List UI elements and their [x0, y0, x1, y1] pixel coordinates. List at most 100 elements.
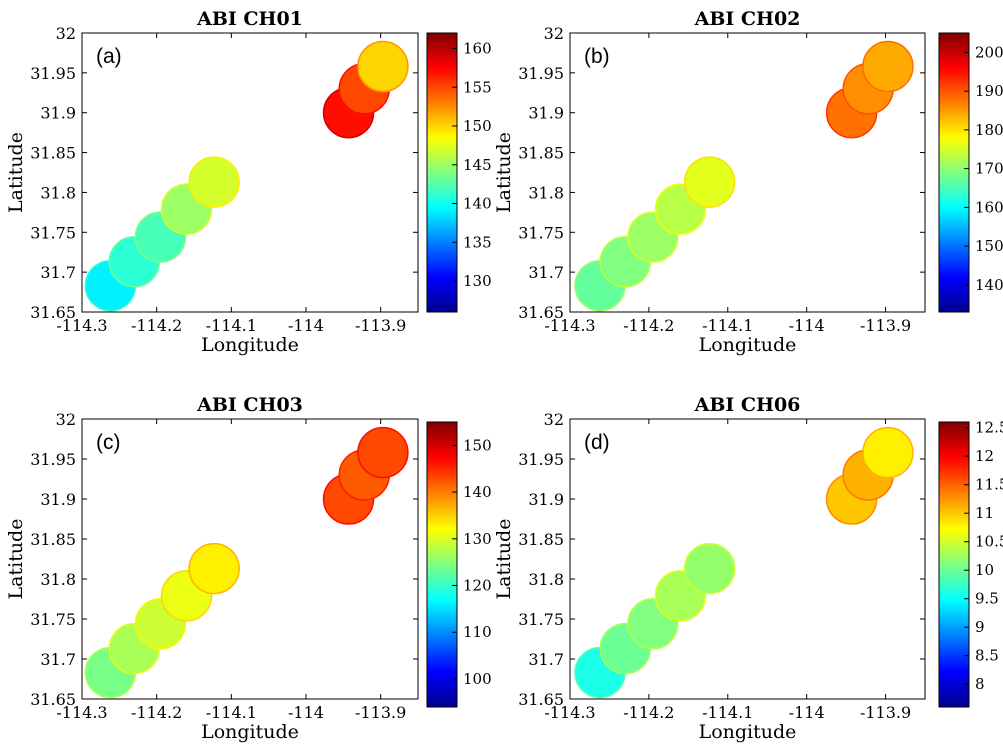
- colorbar-tick-label: 160: [975, 198, 1003, 216]
- colorbar-tick-label: 170: [975, 160, 1003, 178]
- chart-title: ABI CH06: [694, 394, 801, 416]
- colorbar-tick-label: 8.5: [975, 647, 999, 665]
- x-tick-label: -114.3: [56, 703, 107, 722]
- y-tick-label: 32: [544, 410, 564, 429]
- colorbar-tick-label: 160: [463, 40, 492, 58]
- x-tick-label: -113.9: [860, 316, 911, 335]
- panel-label: (a): [96, 45, 122, 68]
- y-tick-label: 31.7: [40, 650, 76, 669]
- panel-4: -114.3 -114.2 -114.1 -114 -113.9 31.65 31.7 31.…: [493, 394, 1003, 743]
- colorbar-tick-label: 12: [975, 447, 994, 465]
- x-tick-label: -114.3: [544, 703, 595, 722]
- y-tick-label: 32: [56, 410, 76, 429]
- panel-3: -114.3 -114.2 -114.1 -114 -113.9 31.65 31.7 31.…: [5, 394, 492, 743]
- panel-1: -114.3 -114.2 -114.1 -114 -113.9 31.65 31.7 31.…: [5, 8, 492, 356]
- colorbar-tick-label: 140: [975, 276, 1003, 294]
- y-tick-label: 31.85: [518, 530, 564, 549]
- x-tick-label: -114.3: [56, 316, 107, 335]
- x-tick-label: -114.1: [206, 703, 257, 722]
- footprint-8: [357, 426, 409, 479]
- y-tick-label: 31.65: [30, 690, 76, 709]
- colorbar-tick-label: 10.5: [975, 533, 1003, 551]
- x-axis-label: Longitude: [201, 721, 299, 743]
- y-tick-label: 31.95: [518, 450, 564, 469]
- footprint-5: [683, 156, 736, 208]
- colorbar-tick-label: 140: [463, 195, 492, 213]
- footprint-5: [188, 156, 240, 208]
- y-tick-label: 31.9: [40, 490, 76, 509]
- y-tick-label: 31.8: [528, 183, 564, 202]
- y-tick-label: 31.85: [30, 144, 76, 163]
- footprints: [84, 40, 409, 312]
- colorbar-tick-label: 155: [463, 78, 492, 96]
- footprint-5: [683, 542, 736, 595]
- y-tick-label: 31.9: [40, 104, 76, 123]
- footprints: [574, 40, 914, 312]
- y-axis-label: Latitude: [493, 132, 515, 213]
- colorbar-tick-label: 100: [463, 670, 492, 688]
- x-tick-label: -114.2: [131, 316, 182, 335]
- footprint-8: [357, 40, 409, 93]
- colorbar-tick-label: 8: [975, 675, 985, 693]
- colorbar-tick-label: 110: [463, 623, 492, 641]
- y-tick-label: 31.75: [30, 223, 76, 242]
- colorbar-tick-label: 12.5: [975, 419, 1003, 437]
- x-tick-label: -114.3: [544, 316, 595, 335]
- y-tick-label: 31.85: [30, 530, 76, 549]
- x-tick-label: -114.1: [702, 703, 753, 722]
- x-axis-label: Longitude: [699, 721, 797, 743]
- y-tick-label: 31.65: [518, 303, 564, 322]
- x-tick-label: -114.2: [623, 703, 674, 722]
- colorbar-tick-label: 130: [463, 272, 492, 290]
- colorbar-tick-label: 150: [975, 237, 1003, 255]
- colorbar-tick-label: 180: [975, 121, 1003, 139]
- y-tick-label: 31.85: [518, 144, 564, 163]
- y-axis-label: Latitude: [5, 519, 27, 600]
- y-tick-label: 31.8: [40, 183, 76, 202]
- colorbar-tick-label: 135: [463, 233, 492, 251]
- y-tick-label: 31.8: [40, 570, 76, 589]
- y-tick-label: 31.7: [40, 263, 76, 282]
- colorbar-tick-label: 10: [975, 561, 994, 579]
- x-tick-label: -114.2: [623, 316, 674, 335]
- y-tick-label: 31.7: [528, 650, 564, 669]
- colorbar-tick-label: 11: [975, 504, 994, 522]
- colorbar-tick-label: 11.5: [975, 476, 1003, 494]
- colorbar-tick-label: 9.5: [975, 590, 999, 608]
- panel-label: (b): [584, 45, 610, 68]
- colorbar-gradient: [938, 32, 970, 313]
- panel-label: (c): [96, 431, 121, 454]
- x-axis-label: Longitude: [699, 334, 797, 356]
- x-tick-label: -114: [789, 316, 825, 335]
- colorbar: 100 110 120 130 140 150: [426, 421, 492, 708]
- y-tick-label: 31.9: [528, 490, 564, 509]
- chart-title: ABI CH02: [694, 8, 801, 30]
- y-tick-label: 31.65: [518, 690, 564, 709]
- panel-2: -114.3 -114.2 -114.1 -114 -113.9 31.65 31.7 31.…: [493, 8, 1003, 356]
- y-tick-label: 31.7: [528, 263, 564, 282]
- colorbar-tick-label: 190: [975, 82, 1003, 100]
- colorbar-tick-label: 200: [975, 43, 1003, 61]
- y-tick-label: 31.75: [518, 610, 564, 629]
- colorbar-tick-label: 145: [463, 156, 492, 174]
- y-axis-label: Latitude: [5, 132, 27, 213]
- y-tick-label: 32: [56, 24, 76, 43]
- footprints: [574, 426, 914, 699]
- chart-title: ABI CH03: [196, 394, 303, 416]
- y-tick-label: 31.95: [30, 450, 76, 469]
- x-tick-label: -114: [288, 316, 324, 335]
- colorbar-gradient: [938, 421, 970, 708]
- y-tick-label: 31.75: [30, 610, 76, 629]
- y-axis-label: Latitude: [493, 519, 515, 600]
- y-tick-label: 31.75: [518, 223, 564, 242]
- y-tick-label: 31.65: [30, 303, 76, 322]
- colorbar: 140 150 160 170 180 190 200: [938, 32, 1003, 313]
- colorbar: 8 8.5 9 9.5 10 10.5 11 11.5 12 12.5: [938, 419, 1003, 708]
- x-tick-label: -114.1: [206, 316, 257, 335]
- footprint-8: [862, 40, 914, 93]
- footprint-8: [862, 426, 914, 479]
- footprints: [84, 426, 409, 699]
- x-axis-label: Longitude: [201, 334, 299, 356]
- colorbar-tick-label: 150: [463, 436, 492, 454]
